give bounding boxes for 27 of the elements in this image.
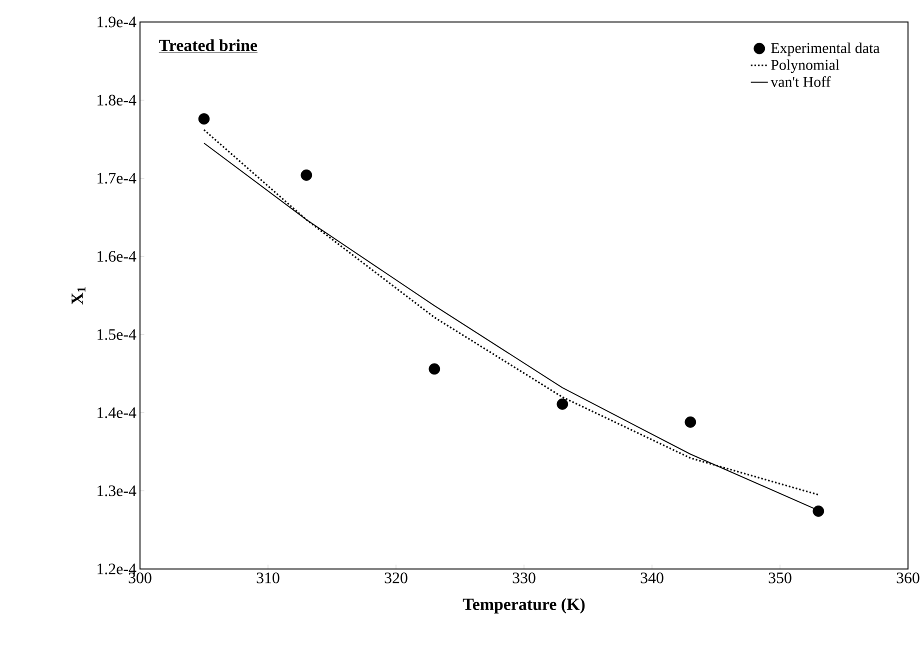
y-tick-label: 1.7e-4	[98, 172, 136, 184]
x-tick-label: 320	[384, 572, 408, 584]
x-tick-label: 350	[768, 572, 792, 584]
x-tick-label: 330	[512, 572, 536, 584]
legend-label: Polynomial	[771, 59, 840, 74]
x-tick-label: 310	[256, 572, 280, 584]
legend-label: Experimental data	[771, 42, 880, 56]
point	[556, 398, 568, 410]
y-tick-label: 1.5e-4	[98, 329, 136, 340]
y-tick-label: 1.9e-4	[98, 16, 136, 28]
y-tick-label: 1.3e-4	[98, 485, 136, 496]
text: Treated brine	[159, 39, 258, 52]
point	[300, 169, 312, 181]
point	[198, 113, 210, 125]
y-tick-label: 1.2e-4	[98, 564, 136, 574]
legend-label: van't Hoff	[770, 76, 831, 87]
y-axis-title: X$_{1}$	[72, 287, 86, 305]
point	[684, 416, 696, 428]
y-tick-label: 1.8e-4	[98, 94, 136, 106]
x-tick-label: 300	[128, 572, 152, 584]
x-tick-label: 340	[640, 572, 664, 584]
y-tick-label: 1.4e-4	[98, 407, 136, 418]
y-tick-label: 1.6e-4	[98, 251, 136, 262]
point	[812, 505, 824, 517]
x-axis-title: Temperature (K)	[462, 598, 585, 614]
x-tick-label: 360	[896, 572, 920, 584]
point	[428, 363, 440, 375]
